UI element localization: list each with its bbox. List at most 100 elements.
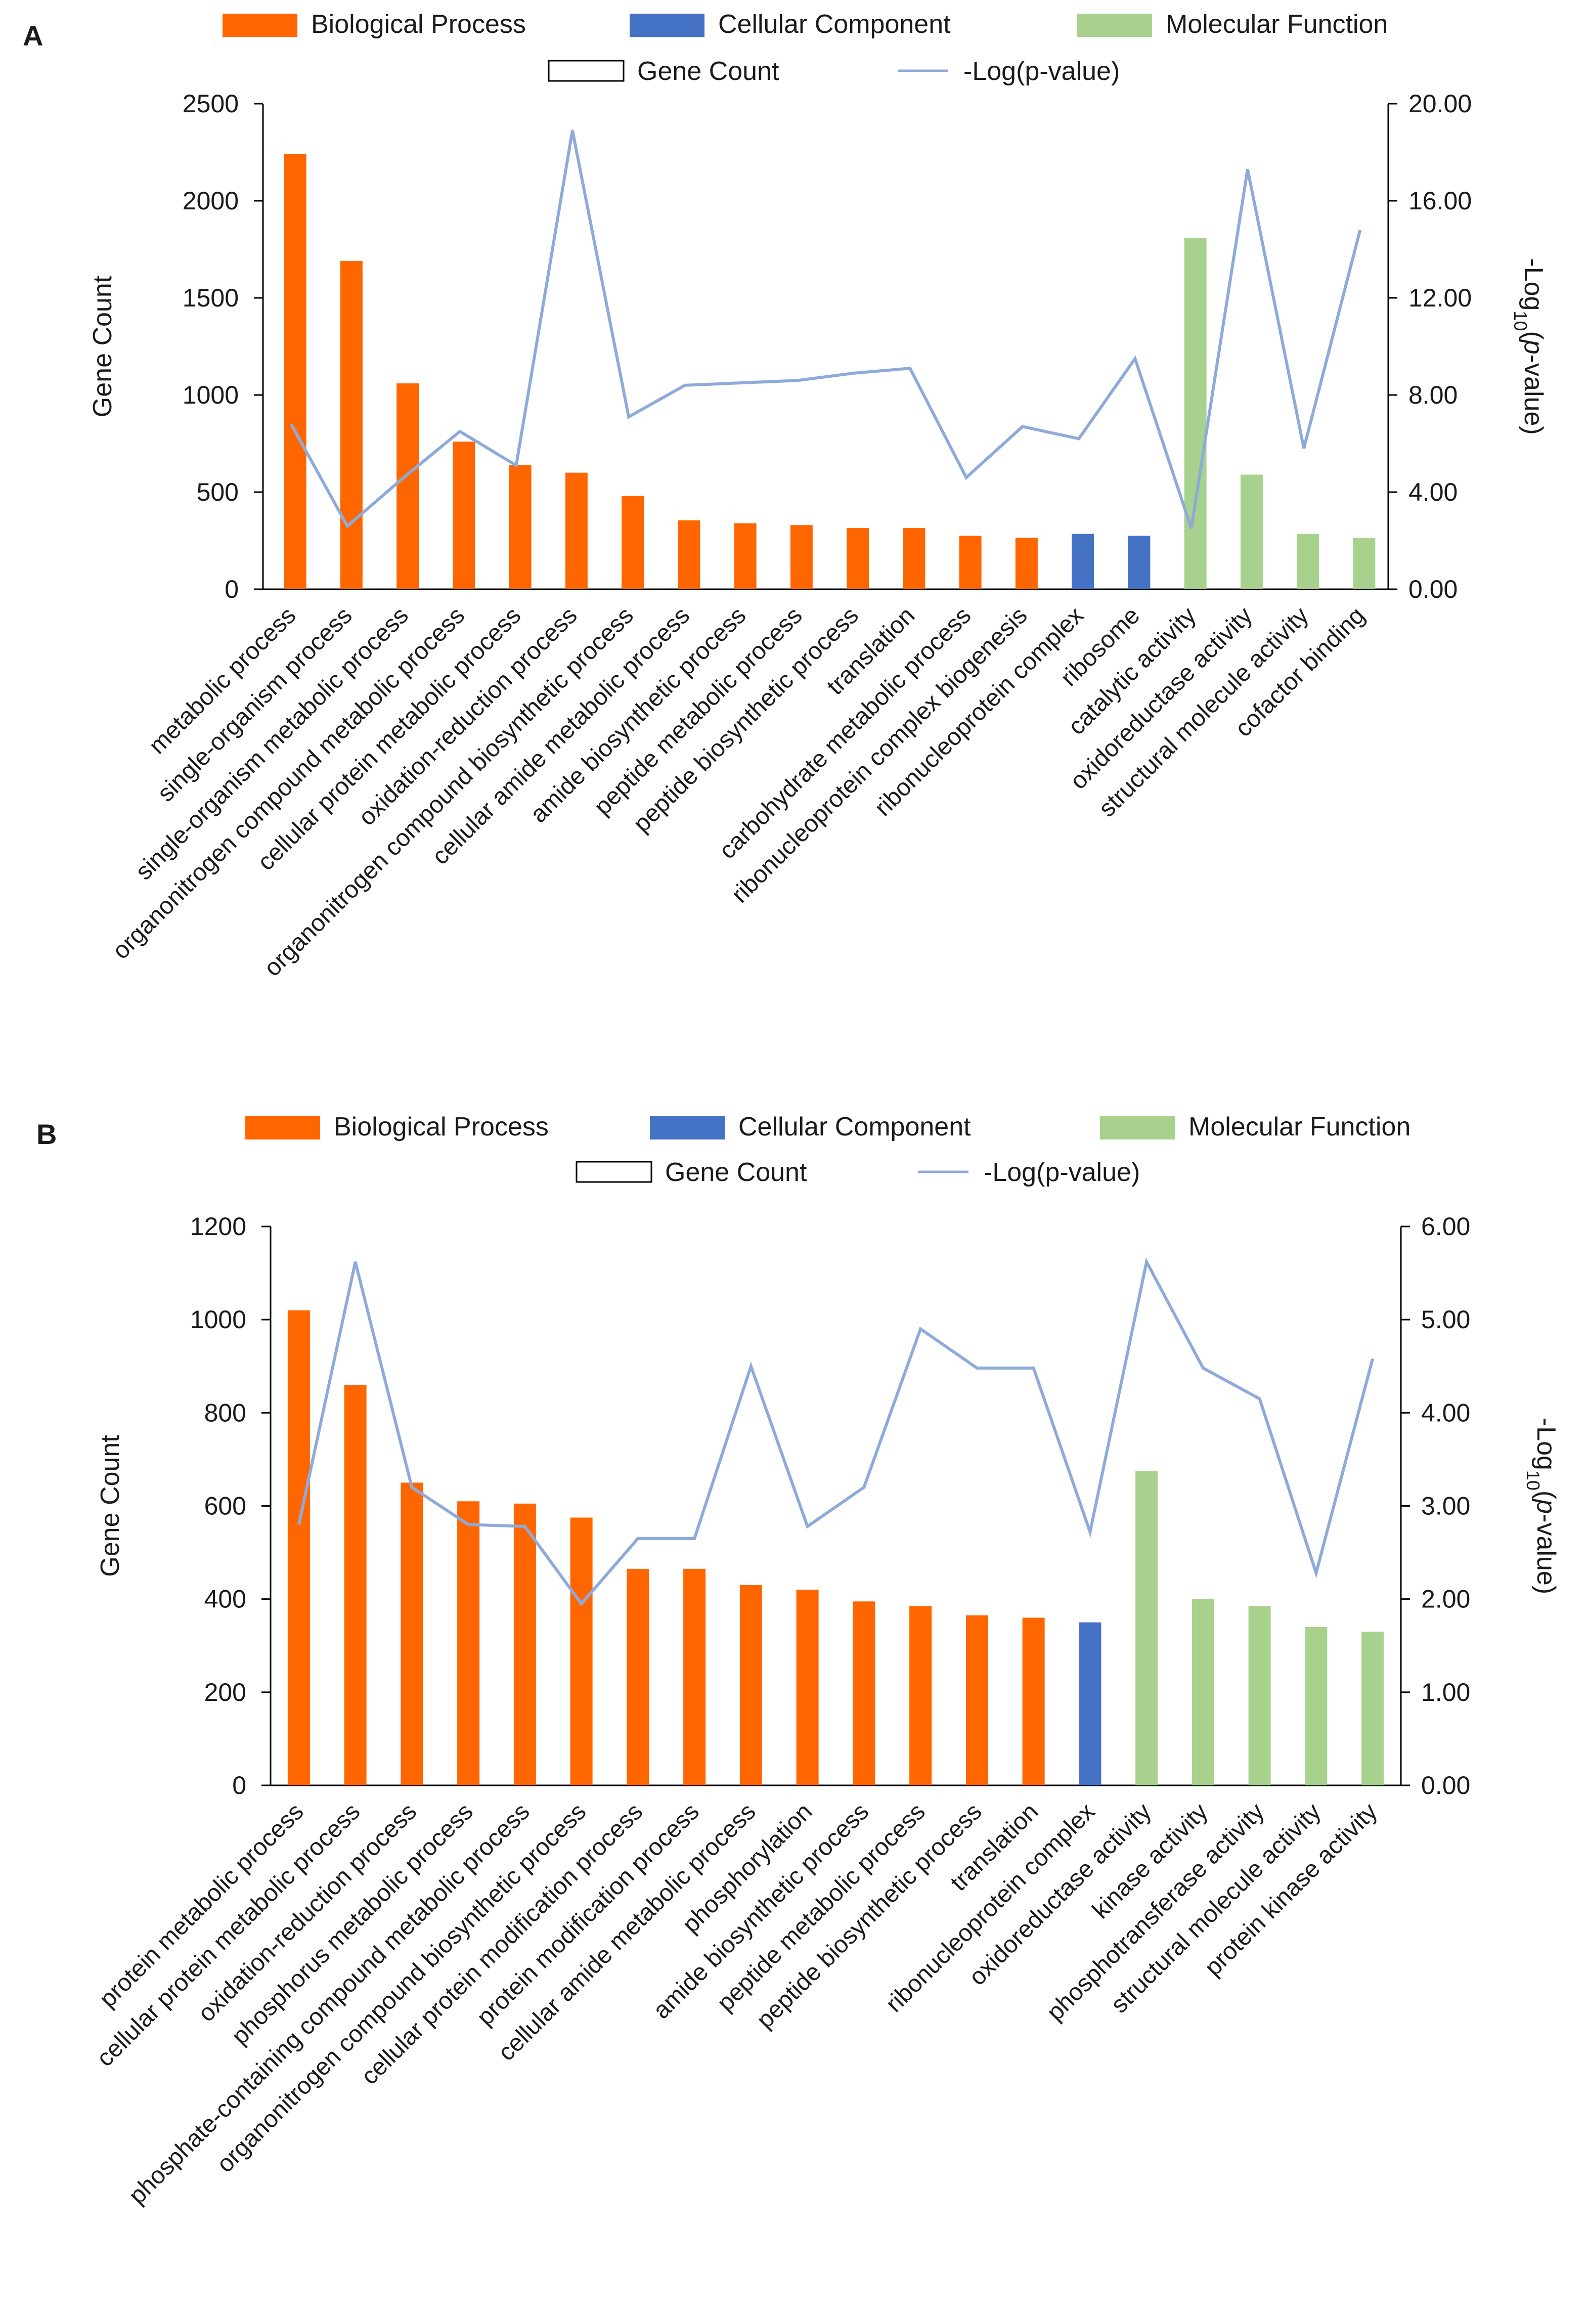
panel-b-legend-swatch-bp <box>245 1116 320 1139</box>
panel-a-bar <box>734 523 757 589</box>
panel-b-y2tick-label: 0.00 <box>1421 1771 1470 1800</box>
panel-b-ytick-label: 800 <box>204 1398 246 1427</box>
panel-b-bar <box>909 1606 932 1785</box>
panel-b-bar <box>401 1482 423 1785</box>
panel-a-pvalue-line <box>289 130 1362 529</box>
panel-a-bar <box>1184 237 1207 590</box>
panel-b-y2label-part: p <box>1531 1498 1561 1514</box>
panel-b-ytick-label: 200 <box>204 1678 246 1706</box>
panel-b-legend-label-bp: Biological Process <box>334 1112 549 1142</box>
panel-a-bar <box>1353 538 1376 589</box>
panel-b-legend-label-count: Gene Count <box>665 1158 807 1187</box>
panel-b-y2label-part: -Log <box>1531 1418 1561 1470</box>
panel-b-ytick-label: 400 <box>204 1585 246 1613</box>
panel-a-legend-label-bp: Biological Process <box>311 10 526 39</box>
panel-b-bar <box>1022 1617 1045 1785</box>
panel-a-bar <box>453 442 475 589</box>
panel-a-y2tick-label: 12.00 <box>1408 284 1472 312</box>
panel-b-bar <box>965 1615 988 1785</box>
panel-a-y2label-part: -Log <box>1519 258 1548 311</box>
panel-b-bar <box>1305 1627 1328 1785</box>
panel-b-bar <box>1135 1471 1158 1785</box>
panel-a-ytick-label: 0 <box>225 575 239 603</box>
panel-a-ytick-label: 1000 <box>183 381 239 409</box>
panel-a-bar <box>790 525 813 589</box>
panel-a-y2tick-label: 8.00 <box>1408 381 1458 409</box>
panel-b-legend-label-cc: Cellular Component <box>738 1112 971 1142</box>
panel-b-bar <box>287 1310 310 1785</box>
panel-b-bar <box>457 1501 480 1785</box>
panel-b-pvalue-line <box>297 1257 1375 1606</box>
panel-a-legend-swatch-cc <box>630 14 704 37</box>
panel-b-legend-swatch-count <box>576 1161 652 1183</box>
panel-a-legend-swatch-count <box>548 60 625 82</box>
panel-a-bar <box>565 472 588 589</box>
panel-b-y2tick-label: 2.00 <box>1421 1585 1470 1613</box>
panel-a-legend-label-line: -Log(p-value) <box>963 57 1120 86</box>
panel-a-legend-label-count: Gene Count <box>637 57 779 86</box>
panel-a-bar <box>959 536 982 589</box>
panel-b-legend-label-line: -Log(p-value) <box>984 1158 1140 1187</box>
panel-a-legend-swatch-bp <box>223 14 297 37</box>
panel-a-y2label-part: -value) <box>1519 355 1548 435</box>
panel-b-y2tick-label: 1.00 <box>1421 1678 1470 1706</box>
panel-b-ytick-label: 0 <box>232 1771 246 1800</box>
panel-b-bar <box>1361 1632 1384 1785</box>
panel-a-bar <box>509 465 532 589</box>
panel-b-label: B <box>36 1118 57 1150</box>
panel-b-y2label-part: ( <box>1531 1490 1561 1500</box>
panel-a-bar <box>1297 534 1319 589</box>
panel-b-bar <box>1192 1599 1214 1785</box>
panel-a-y2label-part: ( <box>1519 331 1548 340</box>
panel-a-legend-label-cc: Cellular Component <box>718 10 951 39</box>
panel-b-y2label: -Log10(p-value) <box>1523 1418 1561 1594</box>
panel-b-y2tick-label: 3.00 <box>1421 1492 1470 1520</box>
panel-a-label: A <box>23 20 43 52</box>
panel-b-xtick-label: phosphate-containing compound metabolic … <box>124 1798 535 2209</box>
panel-a-legend-label-mf: Molecular Function <box>1166 10 1388 39</box>
panel-b-bar <box>627 1568 649 1785</box>
panel-a-ylabel: Gene Count <box>88 275 117 417</box>
panel-a-bar <box>1072 534 1094 589</box>
panel-b-bar <box>853 1601 875 1785</box>
panel-b-bar <box>1248 1606 1271 1785</box>
panel-b-bar <box>796 1590 819 1785</box>
panel-b-bar <box>1079 1622 1101 1785</box>
panel-a-y2label-part: 10 <box>1511 311 1531 331</box>
panel-a-bar <box>340 261 363 589</box>
panel-b-ytick-label: 1200 <box>190 1212 246 1241</box>
panel-b-legend-swatch-mf <box>1100 1116 1175 1139</box>
panel-b-y2label-part: -value) <box>1531 1514 1561 1594</box>
panel-b-y2tick-label: 4.00 <box>1421 1398 1470 1427</box>
panel-a-bar <box>1240 474 1263 589</box>
panel-b-ytick-label: 600 <box>204 1492 246 1520</box>
panel-a-bar <box>903 528 925 589</box>
panel-a-y2label-part: p <box>1519 339 1548 355</box>
panel-a-y2tick-label: 20.00 <box>1408 90 1472 118</box>
panel-a-y2tick-label: 0.00 <box>1408 575 1458 603</box>
panel-a-bar <box>396 383 419 589</box>
panel-b-y2tick-label: 5.00 <box>1421 1305 1470 1334</box>
panel-b-bar <box>344 1385 367 1785</box>
panel-a-y2label: -Log10(p-value) <box>1511 258 1549 434</box>
panel-b-bar <box>513 1503 536 1785</box>
panel-a-ytick-label: 1500 <box>183 284 239 312</box>
panel-b-bar <box>739 1585 762 1785</box>
panel-a-legend-swatch-mf <box>1077 14 1152 37</box>
panel-a-ytick-label: 2000 <box>183 187 239 215</box>
panel-a-bar <box>1128 536 1151 589</box>
panel-b-legend-label-mf: Molecular Function <box>1188 1112 1410 1142</box>
panel-a-y2tick-label: 16.00 <box>1408 187 1472 215</box>
panel-a-ytick-label: 500 <box>197 478 239 506</box>
panel-a-bar <box>284 154 306 590</box>
panel-b-ytick-label: 1000 <box>190 1305 246 1334</box>
panel-b-legend-swatch-cc <box>650 1116 725 1139</box>
panel-a-ytick-label: 2500 <box>183 90 239 118</box>
panel-b-bar <box>683 1568 706 1785</box>
panel-b-bar <box>570 1517 593 1785</box>
panel-a-bar <box>622 496 644 589</box>
panel-b-ylabel: Gene Count <box>96 1435 125 1577</box>
panel-a-bar <box>847 528 869 589</box>
panel-a-bar <box>1015 538 1038 589</box>
